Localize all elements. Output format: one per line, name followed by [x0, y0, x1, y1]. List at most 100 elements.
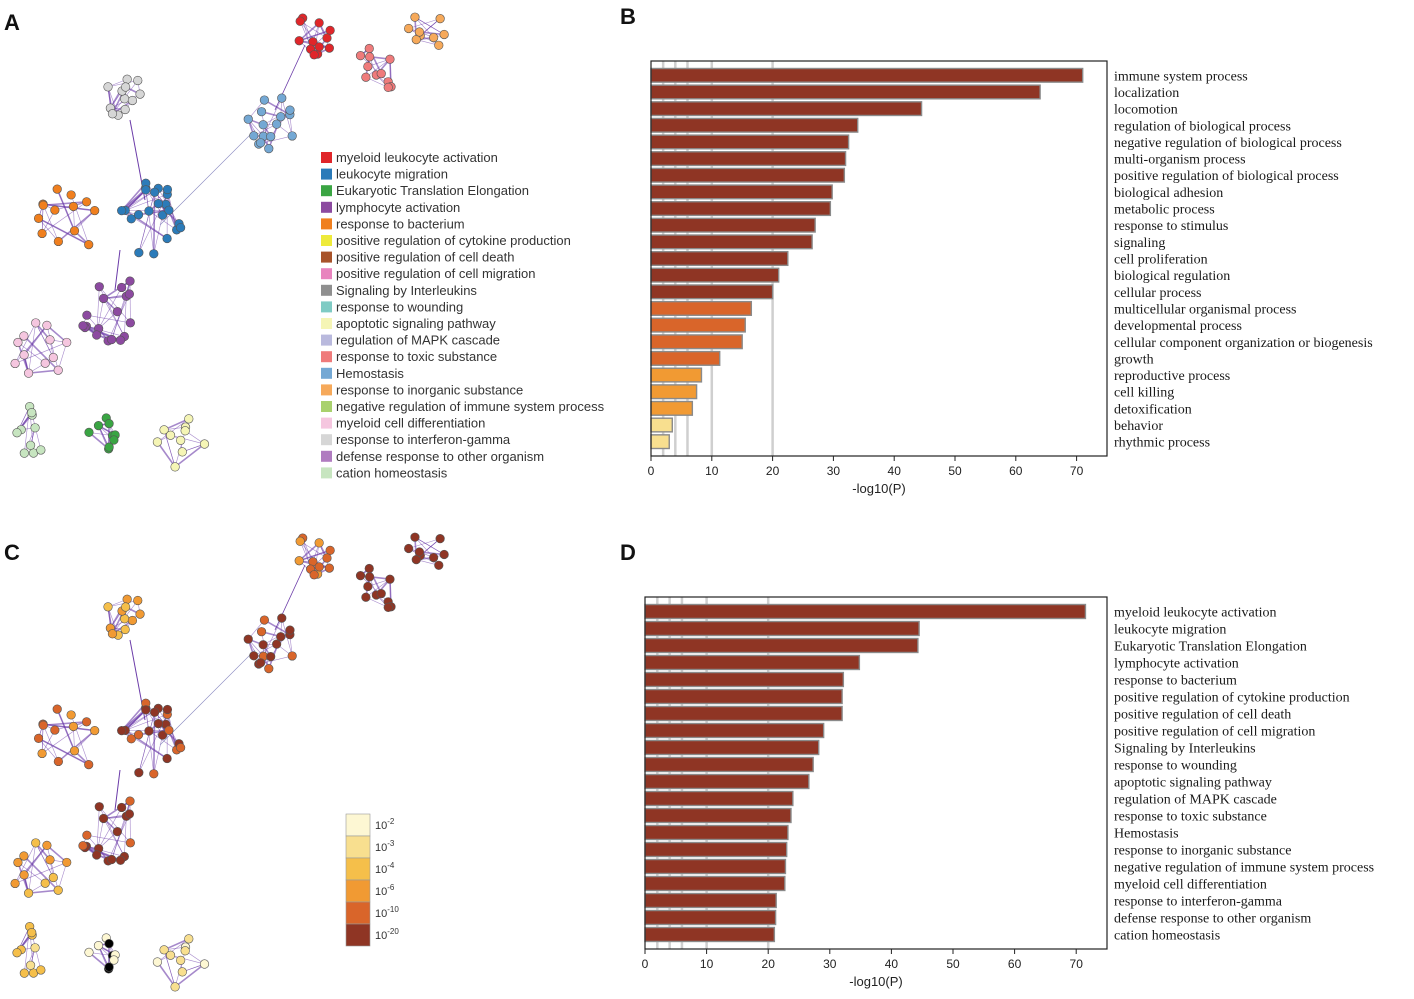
network-node — [10, 878, 20, 889]
network-node — [159, 945, 169, 955]
network-node — [120, 104, 130, 115]
network-node — [435, 14, 445, 24]
category-label: rhythmic process — [1114, 436, 1210, 451]
network-node — [53, 365, 63, 375]
network-node — [264, 144, 274, 154]
network-node — [27, 928, 37, 938]
network-node — [68, 201, 79, 212]
network-node — [19, 350, 29, 360]
network-node — [12, 948, 22, 958]
legend-label: apoptotic signaling pathway — [336, 316, 496, 331]
category-label: positive regulation of cytokine producti… — [1114, 691, 1350, 706]
network-node — [53, 756, 63, 767]
bar — [650, 184, 833, 200]
network-edge — [43, 201, 87, 207]
x-tick-label: 20 — [762, 957, 776, 971]
bar — [644, 705, 843, 722]
bar — [644, 892, 777, 909]
bar — [644, 603, 1087, 620]
network-node — [355, 51, 366, 61]
network-graph-c — [10, 532, 449, 992]
network-node — [122, 74, 132, 84]
category-label: cell proliferation — [1114, 253, 1208, 268]
plot-frame — [644, 596, 1108, 950]
network-node — [259, 615, 270, 625]
network-edge — [35, 322, 54, 358]
network-edge — [98, 807, 122, 849]
network-node — [258, 640, 268, 650]
network-edge — [261, 631, 270, 669]
network-edge — [124, 816, 127, 857]
scale-exponent: -2 — [387, 817, 395, 826]
network-node — [149, 769, 159, 779]
x-tick-label: 30 — [827, 464, 841, 478]
network-node — [109, 955, 119, 965]
network-node — [314, 42, 324, 52]
network-node — [365, 572, 375, 582]
category-label: cellular process — [1114, 286, 1201, 301]
network-edge — [111, 296, 127, 340]
network-node — [277, 613, 287, 623]
category-label: response to inorganic substance — [1114, 844, 1291, 859]
legend-label: response to inorganic substance — [336, 382, 523, 397]
network-edge — [408, 538, 441, 549]
x-tick-label: 60 — [1009, 464, 1023, 478]
bar — [644, 807, 792, 824]
category-label: Signaling by Interleukins — [1114, 742, 1256, 757]
scale-swatch — [345, 835, 371, 859]
network-node — [141, 185, 151, 195]
scale-exponent: -4 — [387, 861, 395, 870]
legend-swatch — [321, 351, 332, 363]
network-edge — [86, 314, 131, 324]
network-node — [383, 82, 393, 92]
network-node — [295, 536, 305, 546]
category-label: cation homeostasis — [1114, 929, 1220, 944]
network-edge — [99, 806, 131, 844]
network-edge — [14, 862, 67, 884]
bar — [644, 841, 788, 858]
network-node — [184, 934, 194, 944]
legend-swatch — [321, 251, 332, 263]
network-node — [276, 632, 286, 642]
bar — [650, 117, 859, 133]
network-node — [295, 16, 305, 26]
network-node — [94, 802, 104, 812]
network-node — [81, 717, 92, 727]
bar — [644, 790, 794, 807]
category-label: behavior — [1114, 419, 1163, 434]
network-node — [103, 82, 113, 92]
category-label: positive regulation of biological proces… — [1114, 169, 1339, 184]
legend-swatch — [321, 401, 332, 412]
x-tick-label: 10 — [705, 464, 719, 478]
network-node — [410, 532, 420, 542]
network-node — [309, 50, 319, 60]
network-edge — [174, 963, 205, 988]
network-node — [19, 851, 29, 861]
network-node — [93, 940, 104, 951]
network-node — [259, 95, 270, 105]
network-node — [38, 720, 48, 730]
scale-base: 10 — [375, 908, 387, 920]
network-node — [107, 854, 117, 865]
network-node — [153, 718, 164, 729]
scale-exponent: -10 — [387, 905, 399, 914]
network-edge — [125, 714, 168, 731]
category-label: cellular component organization or bioge… — [1114, 336, 1373, 351]
category-label: growth — [1114, 352, 1154, 367]
network-node — [153, 198, 164, 209]
network-node — [93, 420, 104, 431]
category-label: myeloid cell differentiation — [1114, 878, 1267, 893]
network-node — [78, 321, 88, 331]
network-node — [82, 310, 92, 320]
network-node — [81, 197, 92, 207]
network-node — [37, 228, 47, 239]
network-node — [127, 95, 138, 106]
network-node — [62, 337, 72, 348]
network-node — [256, 658, 266, 668]
network-node — [104, 962, 114, 972]
network-node — [133, 595, 143, 606]
category-label: response to wounding — [1114, 759, 1237, 774]
bar — [644, 620, 920, 637]
network-node — [69, 226, 80, 236]
